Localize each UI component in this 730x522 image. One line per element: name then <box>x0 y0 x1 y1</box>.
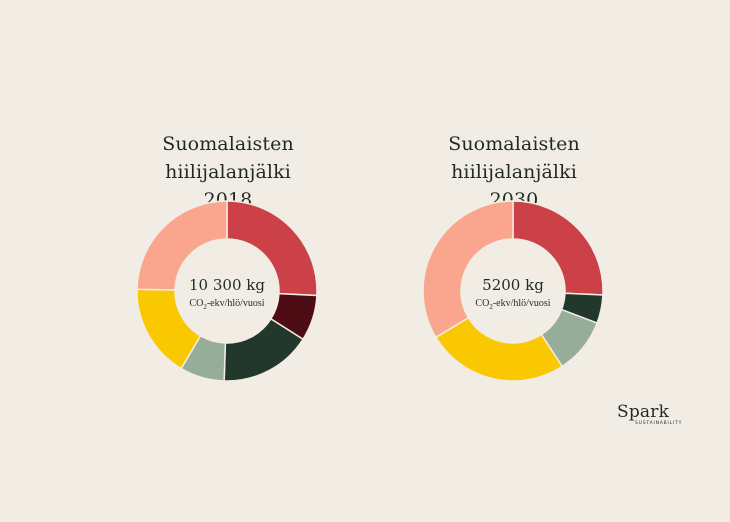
center-unit: CO2-ekv/hlö/vuosi <box>422 298 604 311</box>
unit-prefix: CO <box>475 298 490 309</box>
donut-slice-segment-1 <box>512 200 604 296</box>
donut-svg-2030 <box>422 200 604 382</box>
donut-chart-2018: 10 300 kg CO2-ekv/hlö/vuosi <box>136 200 318 382</box>
donut-slice-segment-6 <box>136 200 228 291</box>
unit-prefix: CO <box>189 298 204 309</box>
center-unit: CO2-ekv/hlö/vuosi <box>136 298 318 311</box>
spark-logo: Spark SUSTAINABILITY <box>617 402 687 426</box>
donut-slice-segment-6 <box>422 200 514 339</box>
center-value: 10 300 kg <box>189 276 265 294</box>
donut-svg-2018 <box>136 200 318 382</box>
unit-suffix: -ekv/hlö/vuosi <box>206 298 265 309</box>
unit-subscript: 2 <box>489 303 493 311</box>
chart-title-line1: Suomalaisten hiilijalanjälki <box>448 133 580 183</box>
unit-subscript: 2 <box>203 303 207 311</box>
donut-slice-segment-5 <box>434 316 564 382</box>
chart-title-line1: Suomalaisten hiilijalanjälki <box>162 133 294 183</box>
brand-name: Spark <box>617 402 670 422</box>
center-value: 5200 kg <box>482 276 544 294</box>
brand-subtitle: SUSTAINABILITY <box>635 421 683 426</box>
unit-suffix: -ekv/hlö/vuosi <box>492 298 551 309</box>
donut-chart-2030: 5200 kg CO2-ekv/hlö/vuosi <box>422 200 604 382</box>
